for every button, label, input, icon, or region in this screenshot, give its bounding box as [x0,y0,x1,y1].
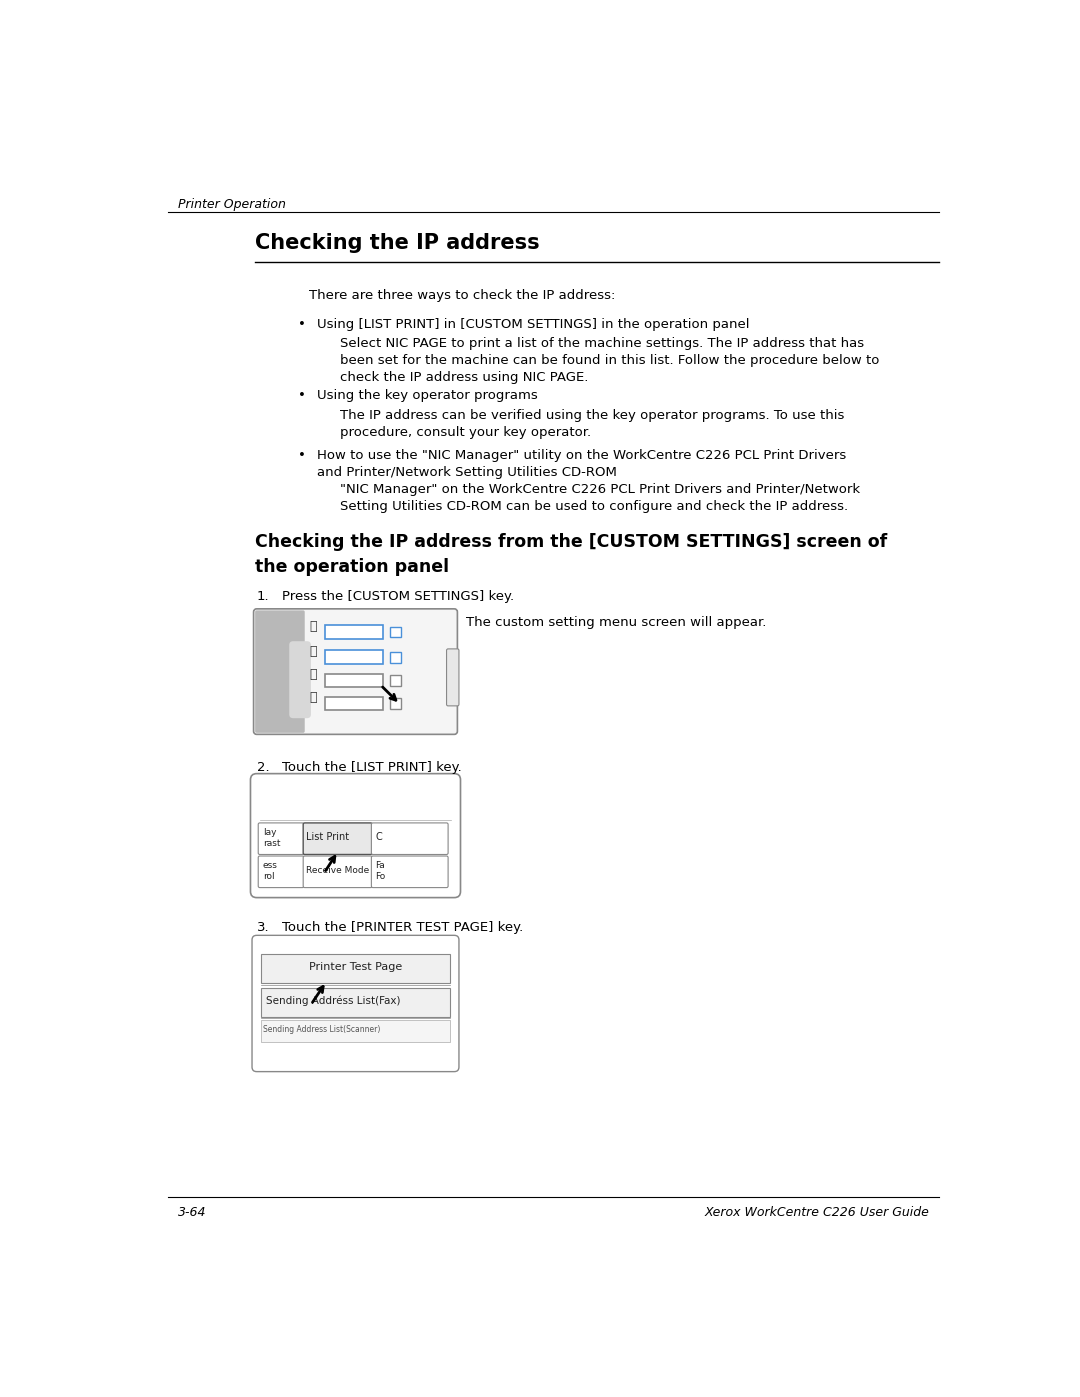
Text: 🐦: 🐦 [309,668,316,682]
Text: "NIC Manager" on the WorkCentre C226 PCL Print Drivers and Printer/Network
Setti: "NIC Manager" on the WorkCentre C226 PCL… [340,483,861,513]
FancyBboxPatch shape [372,823,448,855]
Text: Printer Operation: Printer Operation [177,198,285,211]
Text: 📷: 📷 [309,645,316,658]
FancyBboxPatch shape [390,698,401,708]
FancyBboxPatch shape [251,774,460,898]
Text: Sending Address List(Scanner): Sending Address List(Scanner) [262,1025,380,1034]
Text: How to use the "NIC Manager" utility on the WorkCentre C226 PCL Print Drivers
an: How to use the "NIC Manager" utility on … [318,448,847,479]
FancyBboxPatch shape [372,856,448,887]
FancyBboxPatch shape [258,856,303,887]
Text: •: • [298,448,306,461]
Text: Checking the IP address: Checking the IP address [255,233,540,253]
Text: the operation panel: the operation panel [255,557,449,576]
Text: Using [LIST PRINT] in [CUSTOM SETTINGS] in the operation panel: Using [LIST PRINT] in [CUSTOM SETTINGS] … [318,317,750,331]
Text: Checking the IP address from the [CUSTOM SETTINGS] screen of: Checking the IP address from the [CUSTOM… [255,534,888,552]
Text: 1.: 1. [257,591,269,604]
Text: Touch the [LIST PRINT] key.: Touch the [LIST PRINT] key. [282,760,462,774]
Text: Using the key operator programs: Using the key operator programs [318,390,538,402]
FancyBboxPatch shape [252,936,459,1071]
Text: •: • [298,390,306,402]
Text: Fa
Fo: Fa Fo [375,861,386,880]
Text: There are three ways to check the IP address:: There are three ways to check the IP add… [309,289,616,302]
Text: •: • [298,317,306,331]
Text: ess
rol: ess rol [262,861,278,880]
FancyBboxPatch shape [303,856,373,887]
FancyBboxPatch shape [289,641,311,718]
FancyBboxPatch shape [390,652,401,662]
FancyBboxPatch shape [325,624,383,638]
Text: Sending Addréss List(Fax): Sending Addréss List(Fax) [266,996,401,1006]
FancyBboxPatch shape [260,988,450,1017]
Text: Xerox WorkCentre C226 User Guide: Xerox WorkCentre C226 User Guide [704,1207,930,1220]
FancyBboxPatch shape [258,823,303,855]
FancyBboxPatch shape [390,675,401,686]
FancyBboxPatch shape [260,1020,450,1042]
FancyBboxPatch shape [260,789,451,819]
Text: Touch the [PRINTER TEST PAGE] key.: Touch the [PRINTER TEST PAGE] key. [282,921,524,933]
Text: C: C [375,833,382,842]
Text: Select NIC PAGE to print a list of the machine settings. The IP address that has: Select NIC PAGE to print a list of the m… [340,337,880,384]
Text: Printer Test Page: Printer Test Page [309,963,402,972]
FancyBboxPatch shape [325,673,383,687]
Text: Receive Mode: Receive Mode [307,866,369,875]
Text: 3-64: 3-64 [177,1207,206,1220]
FancyBboxPatch shape [325,697,383,711]
FancyBboxPatch shape [303,823,373,855]
FancyBboxPatch shape [255,610,305,733]
FancyBboxPatch shape [260,954,450,983]
Text: 3.: 3. [257,921,269,933]
FancyBboxPatch shape [390,627,401,637]
Text: The IP address can be verified using the key operator programs. To use this
proc: The IP address can be verified using the… [340,409,845,439]
FancyBboxPatch shape [446,648,459,705]
Text: 🖨: 🖨 [309,620,316,633]
Text: Press the [CUSTOM SETTINGS] key.: Press the [CUSTOM SETTINGS] key. [282,591,514,604]
Text: 📰: 📰 [309,692,316,704]
Text: The custom setting menu screen will appear.: The custom setting menu screen will appe… [465,616,767,629]
Text: List Print: List Print [307,833,350,842]
Text: 2.: 2. [257,760,269,774]
Text: lay
rast: lay rast [262,827,281,848]
FancyBboxPatch shape [325,651,383,665]
FancyBboxPatch shape [254,609,458,735]
